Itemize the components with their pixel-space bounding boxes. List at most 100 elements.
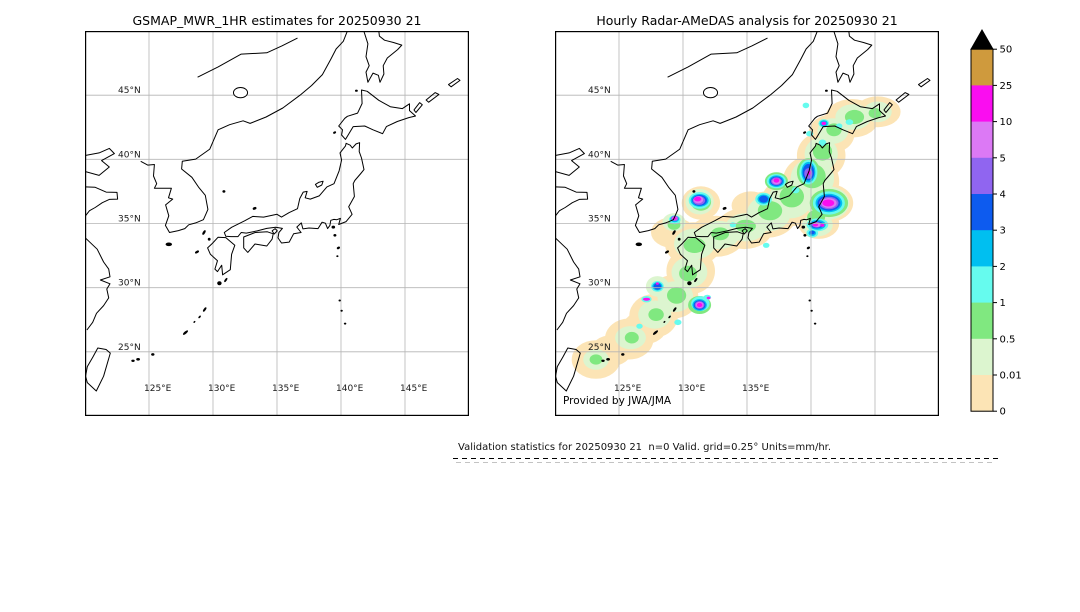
island [810, 309, 813, 312]
colorbar-tick-label: 1 [1000, 298, 1006, 309]
precip-cell [696, 302, 703, 308]
island [198, 315, 201, 319]
lat-tick-label: 40°N [118, 150, 141, 160]
island [336, 255, 339, 258]
dashed-separator [453, 458, 998, 459]
map-border [555, 31, 939, 416]
credit-label: Provided by JWA/JMA [563, 395, 672, 407]
precip-cell [845, 119, 854, 125]
precip-cell [773, 178, 780, 183]
island [665, 250, 669, 254]
island [803, 234, 807, 237]
island [136, 358, 140, 361]
island [668, 315, 671, 319]
precip-cell [822, 199, 835, 207]
island [687, 281, 692, 286]
colorbar-tick-label: 3 [1000, 226, 1006, 237]
island [224, 277, 228, 283]
island [806, 255, 809, 258]
lat-tick-label: 35°N [118, 215, 141, 225]
precip-cell [683, 237, 706, 253]
left-map-title: GSMAP_MWR_1HR estimates for 20250930 21 [132, 13, 422, 28]
precip-cell [735, 219, 756, 233]
lon-tick-label: 130°E [208, 384, 236, 394]
precip-cell [642, 297, 651, 301]
island [207, 237, 211, 241]
precip-cell [759, 195, 769, 203]
precip-cell [779, 185, 804, 208]
island [195, 250, 199, 254]
colorbar-tick-label: 10 [1000, 117, 1013, 128]
island [672, 230, 676, 235]
colorbar-tick-label: 4 [1000, 190, 1006, 201]
island [333, 131, 337, 134]
precip-cell [812, 142, 833, 161]
coastlines [555, 31, 931, 392]
colorbar-tick-label: 2 [1000, 262, 1006, 273]
colorbar-tick-label: 50 [1000, 45, 1013, 56]
island [202, 307, 207, 312]
precip-cell [648, 308, 664, 321]
island [801, 225, 806, 229]
lat-tick-label: 30°N [118, 279, 141, 289]
island [722, 206, 727, 210]
island [813, 322, 817, 325]
island [635, 242, 642, 247]
island [165, 242, 172, 247]
colorbar-tick-label: 0.5 [1000, 334, 1016, 345]
island [331, 225, 336, 229]
validation-stats-text: Validation statistics for 20250930 21 n=… [458, 442, 832, 453]
colorbar-band [971, 266, 993, 304]
island [202, 230, 206, 235]
precip-cell [589, 354, 603, 365]
radar-amedas-map-panel: 45°N 40°N 35°N 30°N 25°N 125°E 130°E 135°E [555, 31, 939, 416]
island [222, 190, 226, 193]
lon-tick-label: 135°E [742, 384, 770, 394]
island [663, 320, 666, 323]
precip-cell [809, 230, 815, 235]
island [252, 206, 257, 210]
precip-cell [818, 139, 827, 146]
gsmap-map-panel: 45°N 40°N 35°N 30°N 25°N 125°E 130°E 135°E 140°E… [85, 31, 469, 416]
colorbar-tick-label: 25 [1000, 81, 1013, 92]
precip-cell [667, 287, 687, 304]
dashed-separator-shadow [456, 462, 996, 463]
lon-tick-label: 125°E [614, 384, 642, 394]
island [606, 358, 610, 361]
colorbar-band [971, 121, 993, 159]
island [808, 299, 811, 302]
lat-tick-label: 25°N [118, 343, 141, 353]
precip-cell [802, 102, 810, 109]
precip-cell [821, 121, 827, 126]
colorbar-band [971, 49, 993, 86]
island [343, 322, 347, 325]
island [193, 320, 196, 323]
colorbar-band [971, 157, 993, 195]
precip-cell [674, 319, 682, 326]
lat-tick-label: 25°N [588, 343, 611, 353]
coastlines [85, 31, 461, 392]
colorbar-band [971, 302, 993, 340]
lat-tick-label: 40°N [588, 150, 611, 160]
island [694, 277, 698, 283]
island [131, 359, 135, 362]
island [338, 299, 341, 302]
precip-cell [820, 224, 825, 227]
island [825, 89, 828, 92]
colorbar-tick-label: 0 [1000, 407, 1006, 418]
lat-tick-label: 45°N [118, 86, 141, 96]
island [806, 246, 810, 250]
precip-cell [757, 201, 783, 221]
lon-tick-label: 125°E [144, 384, 172, 394]
lat-tick-label: 35°N [588, 215, 611, 225]
colorbar-over-arrow [970, 28, 994, 50]
precip-cell [655, 282, 659, 285]
island [333, 234, 337, 237]
island [340, 309, 343, 312]
island [601, 359, 605, 362]
right-map-title: Hourly Radar-AMeDAS analysis for 2025093… [596, 13, 898, 28]
island [182, 330, 189, 335]
precip-cell [711, 227, 730, 241]
island [355, 89, 358, 92]
